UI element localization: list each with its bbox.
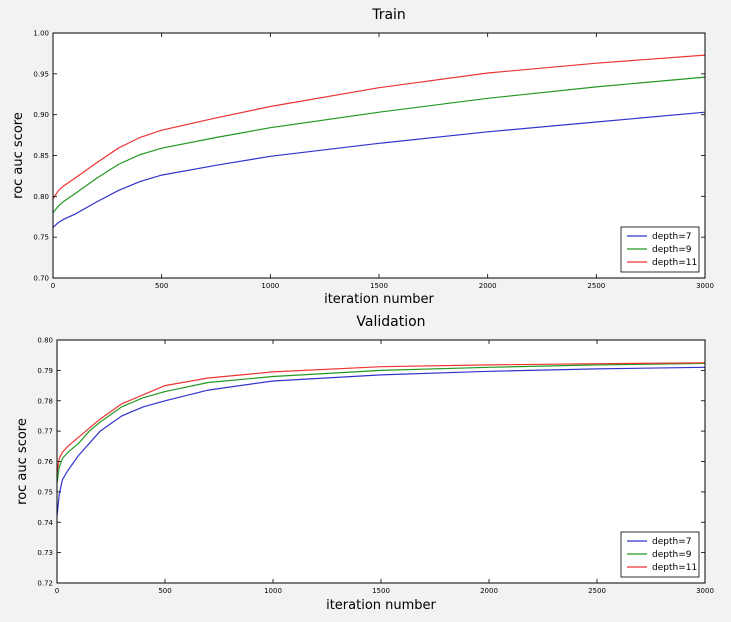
chart-title: Validation [356, 314, 425, 330]
chart-panel-train: 0 500 1000 1500 2000 2500 3000 0.70 0.75 0.80 0.85… [11, 7, 714, 307]
series-line-depth-7 [52, 111, 706, 228]
x-tick-label: 500 [155, 282, 168, 290]
y-tick-label: 0.73 [37, 549, 53, 557]
legend-entry: depth=11 [652, 563, 697, 573]
series-line-depth-11 [52, 54, 706, 200]
legend: depth=7 depth=9 depth=11 [620, 531, 700, 578]
y-tick-label: 0.90 [33, 111, 49, 119]
legend-entry: depth=7 [652, 232, 691, 242]
x-tick-label: 1500 [372, 587, 390, 595]
legend-entry: depth=7 [652, 537, 691, 547]
y-tick-label: 0.80 [37, 337, 53, 345]
series-line-depth-9 [56, 362, 706, 483]
x-tick-label: 0 [55, 587, 59, 595]
y-axis-label: roc auc score [11, 112, 26, 199]
plot-area [57, 340, 705, 583]
x-tick-label: 3000 [696, 282, 714, 290]
legend-entry: depth=9 [652, 245, 692, 255]
y-tick-label: 0.79 [37, 367, 53, 375]
y-tick-label: 0.85 [33, 152, 49, 160]
x-tick-label: 1000 [261, 282, 279, 290]
chart-title: Train [371, 7, 406, 23]
y-tick-label: 0.70 [33, 275, 49, 283]
x-tick-label: 2000 [480, 587, 498, 595]
series-line-depth-11 [56, 362, 706, 474]
x-tick-label: 2000 [479, 282, 497, 290]
x-axis-label: iteration number [324, 292, 434, 307]
y-tick-label: 0.72 [37, 580, 53, 588]
y-tick-label: 0.74 [37, 519, 53, 527]
chart-panel-validation: 0 500 1000 1500 2000 2500 3000 0.72 0.73 0.74 0.75… [15, 314, 714, 613]
legend-entry: depth=9 [652, 550, 692, 560]
x-tick-label: 500 [158, 587, 171, 595]
y-tick-label: 0.75 [33, 234, 49, 242]
y-tick-label: 0.76 [37, 458, 53, 466]
x-tick-label: 1000 [264, 587, 282, 595]
x-tick-label: 1500 [370, 282, 388, 290]
y-tick-label: 0.77 [37, 428, 53, 436]
y-axis-label: roc auc score [15, 418, 30, 505]
x-tick-label: 2500 [588, 587, 606, 595]
plot-area [53, 33, 705, 278]
series-line-depth-9 [52, 76, 706, 214]
y-tick-label: 1.00 [33, 30, 49, 38]
x-tick-label: 2500 [587, 282, 605, 290]
x-tick-label: 3000 [696, 587, 714, 595]
legend-entry: depth=11 [652, 258, 697, 268]
y-tick-label: 0.80 [33, 193, 49, 201]
legend: depth=7 depth=9 depth=11 [620, 226, 700, 273]
y-tick-label: 0.95 [33, 70, 49, 78]
y-tick-label: 0.78 [37, 397, 53, 405]
x-axis-label: iteration number [326, 598, 436, 613]
y-tick-label: 0.75 [37, 488, 53, 496]
x-tick-label: 0 [51, 282, 55, 290]
series-line-depth-7 [56, 366, 706, 517]
